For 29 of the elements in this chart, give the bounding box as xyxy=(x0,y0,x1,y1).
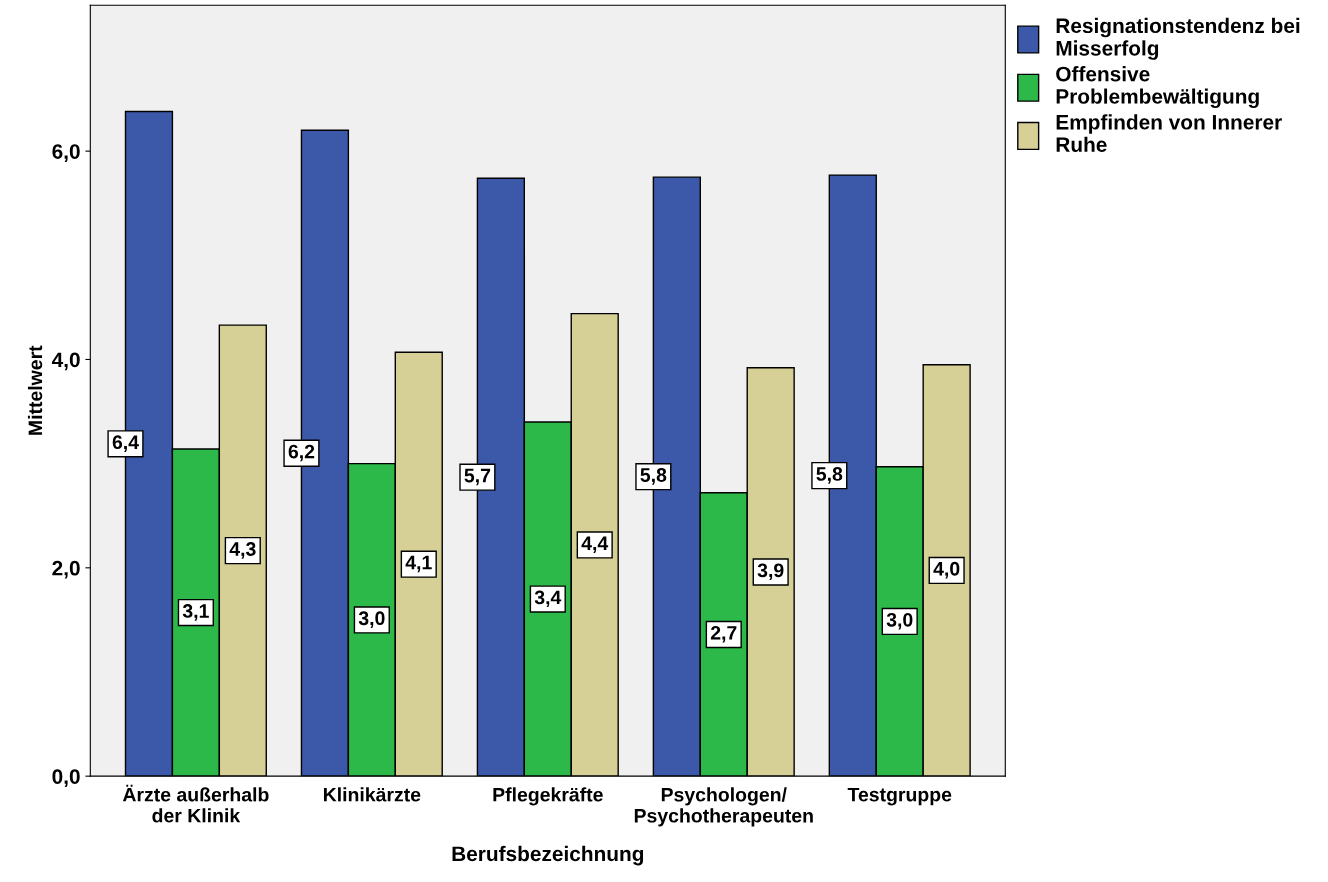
legend-label: Offensive Problembewältigung xyxy=(1056,66,1259,109)
y-tick-label: 4,0 xyxy=(51,352,80,371)
x-tick-label: Testgruppe xyxy=(847,787,952,806)
y-tick-label: 6,0 xyxy=(52,144,80,162)
data-label: 5,8 xyxy=(816,467,843,484)
legend-label: Resignationstendenz bei Misserfolg xyxy=(1056,17,1300,60)
data-label: 3,0 xyxy=(358,611,385,628)
x-tick-label: Klinikärzte xyxy=(323,787,421,802)
data-label: 4,1 xyxy=(405,555,432,573)
data-label: 3,9 xyxy=(757,563,784,581)
data-label: 6,4 xyxy=(112,435,139,452)
data-label: 2,7 xyxy=(710,625,737,643)
x-tick-label: Ärzte außerhalb der Klinik xyxy=(122,784,269,823)
data-label: 3,0 xyxy=(886,612,913,630)
data-label: 4,0 xyxy=(933,561,960,579)
data-label: 5,7 xyxy=(464,468,491,486)
data-label: 3,4 xyxy=(534,590,562,608)
data-label: 4,4 xyxy=(581,536,609,553)
x-tick-label: Pflegekräfte xyxy=(493,787,603,806)
y-tick-label: 2,0 xyxy=(52,560,80,579)
x-tick-label: Psychologen/ Psychotherapeuten xyxy=(634,787,813,827)
legend-label: Empfinden von Innerer Ruhe xyxy=(1056,114,1282,153)
y-axis-title: Mittelwert xyxy=(27,345,43,435)
data-label: 6,2 xyxy=(288,444,315,462)
data-label: 4,3 xyxy=(229,542,256,559)
data-label: 3,1 xyxy=(182,604,209,621)
x-axis-title: Berufsbezeichnung xyxy=(452,845,644,866)
y-tick-label: 0,0 xyxy=(52,769,80,787)
data-label: 5,8 xyxy=(640,468,667,485)
